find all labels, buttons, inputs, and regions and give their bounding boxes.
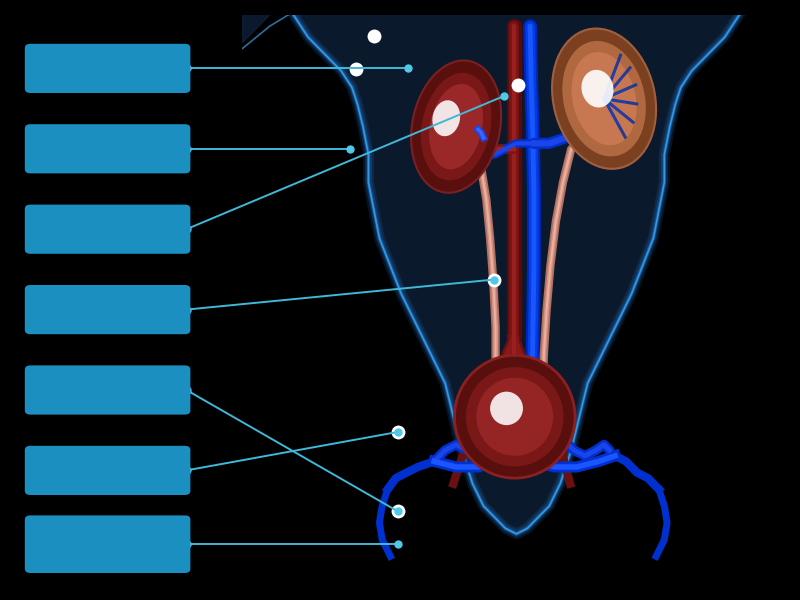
Ellipse shape (466, 367, 563, 466)
Ellipse shape (432, 100, 460, 136)
Text: left kidney: left kidney (64, 59, 151, 77)
Polygon shape (286, 4, 746, 534)
Ellipse shape (582, 70, 614, 107)
Ellipse shape (552, 29, 656, 169)
Text: right kidney: right kidney (58, 220, 158, 238)
Polygon shape (242, 4, 286, 43)
Text: inferior
vena cava: inferior vena cava (65, 525, 150, 563)
Ellipse shape (411, 61, 501, 193)
Text: ureter: ureter (82, 140, 133, 158)
Ellipse shape (429, 84, 483, 169)
Ellipse shape (454, 355, 575, 478)
Text: urethra: urethra (77, 381, 138, 399)
Text: urinary bladder: urinary bladder (44, 461, 172, 479)
Text: abdominal aorta: abdominal aorta (39, 301, 176, 319)
Ellipse shape (562, 41, 646, 157)
Ellipse shape (490, 392, 523, 425)
Ellipse shape (421, 73, 491, 181)
Ellipse shape (571, 52, 637, 145)
Ellipse shape (476, 378, 553, 456)
